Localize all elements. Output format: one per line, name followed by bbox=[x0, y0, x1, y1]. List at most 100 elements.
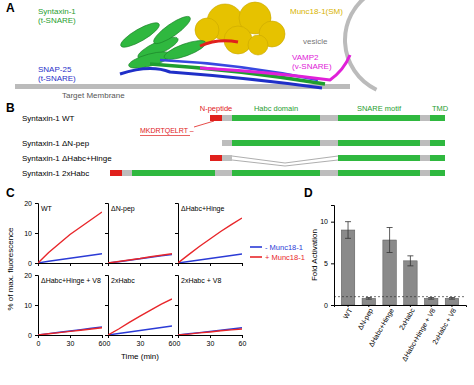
tick-mark bbox=[175, 335, 178, 336]
bar bbox=[424, 298, 438, 305]
domain-segment bbox=[420, 155, 430, 161]
tick bbox=[105, 335, 108, 336]
y-axis: 01020 bbox=[24, 200, 38, 267]
axis-line bbox=[109, 264, 173, 267]
tick: 60 bbox=[239, 335, 247, 347]
line-chart: ΔHabc+Hinge- Munc18-1+ Munc18-1 bbox=[175, 204, 305, 267]
plot-area bbox=[108, 254, 172, 263]
tick-label: 5 bbox=[324, 260, 328, 267]
tick bbox=[140, 263, 141, 266]
tick-mark bbox=[172, 263, 173, 266]
construct-label: Syntaxin-1 ΔN-pep bbox=[22, 139, 90, 148]
tick bbox=[175, 203, 178, 204]
tick-mark bbox=[389, 305, 390, 307]
tick: 5 bbox=[324, 260, 334, 267]
domain-segment bbox=[430, 170, 445, 176]
x-axis bbox=[109, 263, 173, 266]
error-bar bbox=[345, 222, 351, 239]
tick: ΔN-pep bbox=[356, 305, 375, 332]
tick-mark bbox=[210, 335, 211, 338]
legend-label: - Munc18-1 bbox=[265, 243, 303, 252]
y-axis bbox=[175, 204, 179, 264]
tick: 30 bbox=[137, 335, 145, 347]
structure-label: vesicle bbox=[303, 37, 328, 46]
tick: 0 bbox=[107, 335, 111, 347]
domain-segment bbox=[338, 170, 420, 176]
tick: ΔHabc+Hinge + V8 bbox=[401, 305, 438, 363]
tick: 2xHabc + V8 bbox=[431, 305, 457, 345]
tick: 10 bbox=[320, 218, 334, 225]
tick-label: ΔN-pep bbox=[356, 307, 375, 332]
tick bbox=[175, 275, 178, 276]
tick-label: 10 bbox=[320, 218, 328, 225]
tick-label: 60 bbox=[239, 340, 247, 347]
structure-label: VAMP2 bbox=[292, 53, 319, 62]
munc18-blob bbox=[195, 18, 219, 42]
axis-line bbox=[39, 264, 103, 267]
tick: ΔHabc+Hinge bbox=[367, 305, 396, 349]
bar bbox=[445, 298, 459, 305]
tick-mark bbox=[410, 305, 411, 307]
domain-segment bbox=[430, 140, 445, 146]
tick bbox=[105, 263, 108, 264]
error-bar-cap bbox=[387, 227, 393, 228]
line-chart: ΔN-pep bbox=[105, 204, 173, 267]
tick-mark bbox=[331, 263, 334, 264]
plot-area bbox=[334, 222, 466, 305]
tick-mark bbox=[35, 263, 38, 264]
error-bar bbox=[449, 298, 455, 300]
x-axis: 03060 bbox=[107, 335, 177, 347]
domain-segment bbox=[132, 170, 215, 176]
tick bbox=[172, 263, 173, 266]
axis-line bbox=[109, 336, 173, 339]
axis-line bbox=[35, 204, 39, 264]
tick-mark bbox=[102, 263, 103, 266]
error-bar-cap bbox=[366, 297, 372, 298]
y-axis bbox=[105, 276, 109, 336]
domain-segment bbox=[430, 155, 445, 161]
error-bar bbox=[407, 256, 413, 266]
error-bar-cap bbox=[428, 299, 434, 300]
tick-mark bbox=[348, 305, 349, 307]
tick-mark bbox=[105, 305, 108, 306]
error-bar-cap bbox=[366, 299, 372, 300]
domain-segment bbox=[338, 115, 420, 121]
y-axis: 0 10 20 bbox=[24, 272, 38, 339]
reference-line bbox=[334, 296, 466, 297]
diagram-b: Syntaxin-1 WTSyntaxin-1 ΔN-pepSyntaxin-1… bbox=[22, 104, 449, 178]
tick-mark bbox=[451, 305, 452, 307]
tick: 20 bbox=[24, 272, 38, 279]
error-bar-cap bbox=[407, 265, 413, 266]
tick-label: 0 bbox=[177, 340, 181, 347]
axis-line bbox=[175, 276, 179, 336]
domain-segment bbox=[420, 170, 430, 176]
x-axis-title: Time (min) bbox=[121, 352, 159, 361]
error-bar-line bbox=[410, 256, 411, 266]
tick-mark bbox=[242, 335, 243, 338]
tick-mark bbox=[105, 335, 108, 336]
domain-segment bbox=[222, 115, 232, 121]
tick-mark bbox=[172, 335, 173, 338]
error-bar-cap bbox=[387, 252, 393, 253]
syntaxin-helix bbox=[162, 37, 207, 63]
plot-title: ΔN-pep bbox=[111, 205, 135, 213]
tick-label: WT bbox=[342, 306, 354, 320]
tick-mark bbox=[140, 335, 141, 338]
tick: 30 bbox=[207, 335, 215, 347]
plot-area bbox=[108, 299, 172, 335]
domain-segment bbox=[338, 155, 420, 161]
error-bar-cap bbox=[345, 238, 351, 239]
domain-segment bbox=[420, 115, 430, 121]
bar bbox=[362, 298, 376, 305]
structure-label: (t-SNARE) bbox=[38, 74, 76, 83]
tick-mark bbox=[102, 335, 103, 338]
x-axis bbox=[39, 263, 103, 266]
tick-label: 0 bbox=[37, 340, 41, 347]
bar-chart: 0510WTΔN-pepΔHabc+Hinge2xHabcΔHabc+Hinge… bbox=[310, 206, 467, 363]
tick-label: 10 bbox=[24, 302, 32, 309]
series-line bbox=[178, 329, 242, 335]
tick: 10 bbox=[24, 302, 38, 309]
plot-title: 2xHabc bbox=[111, 277, 135, 284]
tick bbox=[102, 263, 103, 266]
tick: 0 bbox=[28, 332, 38, 339]
